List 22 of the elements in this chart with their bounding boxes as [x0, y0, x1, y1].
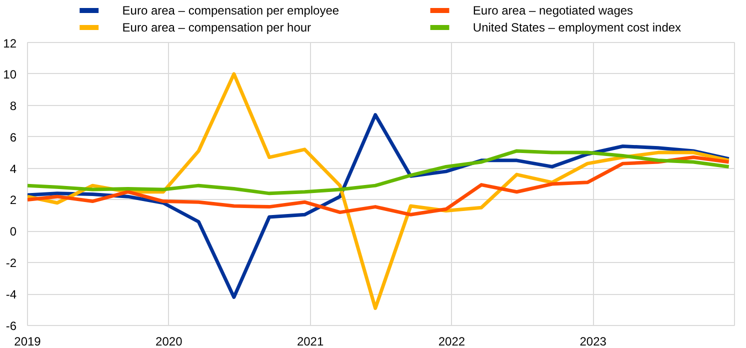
x-tick-label: 2020	[156, 334, 183, 348]
y-tick-label: -4	[6, 288, 17, 302]
line-series	[28, 72, 731, 310]
y-tick-label: 10	[3, 67, 17, 82]
y-tick-label: 4	[10, 162, 17, 176]
y-tick-label: 8	[10, 98, 17, 113]
legend-label: United States – employment cost index	[472, 20, 682, 34]
x-tick-label: 2021	[296, 334, 324, 348]
y-tick-label: 6	[10, 130, 17, 144]
x-tick-label: 2019	[14, 334, 42, 348]
y-tick-label: 2	[10, 193, 17, 208]
x-tick-label: 2022	[438, 334, 466, 348]
x-tick-label: 2023	[580, 334, 607, 348]
line-series	[28, 156, 731, 216]
y-tick-label: 0	[10, 224, 17, 239]
y-tick-label: -2	[6, 256, 17, 270]
legend-label: Euro area – compensation per hour	[122, 20, 312, 34]
legend-label: Euro area – compensation per employee	[122, 4, 340, 18]
y-tick-label: -6	[6, 319, 17, 333]
y-tick-label: 12	[3, 36, 17, 50]
line-series	[28, 149, 731, 196]
legend-label: Euro area – negotiated wages	[472, 4, 634, 18]
